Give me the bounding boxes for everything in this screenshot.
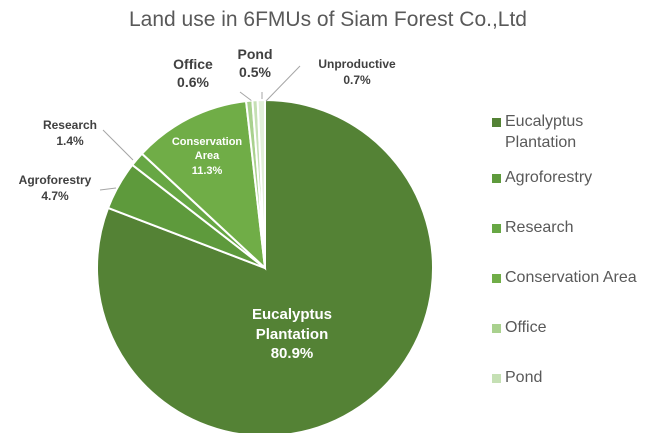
data-label-name: Pond — [237, 46, 273, 62]
legend-item: Pond — [488, 368, 653, 389]
data-label: Agroforestry 4.7% — [5, 173, 105, 204]
data-label-name: Agroforestry — [18, 173, 92, 187]
data-label-value: 0.5% — [239, 64, 271, 81]
legend-swatch — [492, 118, 501, 127]
legend-label: Office — [505, 319, 547, 336]
pie-slice — [256, 98, 266, 269]
data-label: Unproductive 0.7% — [302, 57, 412, 88]
data-label-value: 80.9% — [270, 345, 314, 362]
legend-label: Pond — [505, 369, 543, 386]
legend-swatch — [492, 374, 501, 383]
legend-swatch — [492, 324, 501, 333]
data-label-value: 0.6% — [177, 74, 209, 91]
legend: Eucalyptus Plantation Agroforestry Researc… — [488, 112, 656, 402]
data-label-name: Unproductive — [318, 57, 396, 71]
leader-line — [99, 187, 117, 191]
leader-line — [239, 91, 253, 102]
data-label: Office 0.6% — [163, 55, 223, 91]
chart-title: Land use in 6FMUs of Siam Forest Co.,Ltd — [128, 8, 527, 31]
data-label-name: Research — [42, 118, 98, 132]
leader-line — [102, 129, 134, 161]
data-label: Pond 0.5% — [225, 45, 285, 81]
pie-slice — [140, 99, 267, 271]
data-label-name: Conservation Area — [171, 136, 243, 163]
legend-item: Research — [488, 218, 653, 239]
legend-swatch — [492, 224, 501, 233]
data-label-value: 0.7% — [343, 72, 371, 87]
legend-label: Research — [505, 219, 574, 236]
data-label: Conservation Area 11.3% — [162, 135, 252, 178]
legend-item: Office — [488, 318, 653, 339]
leader-line — [265, 65, 301, 102]
legend-item: Conservation Area — [488, 268, 653, 289]
data-label-value: 11.3% — [191, 164, 223, 177]
data-label-value: 4.7% — [41, 188, 69, 203]
data-label: Eucalyptus Plantation 80.9% — [227, 305, 357, 364]
legend-swatch — [492, 274, 501, 283]
legend-item: Agroforestry — [488, 168, 653, 189]
data-label-name: Eucalyptus Plantation — [251, 306, 333, 343]
legend-label: Eucalyptus Plantation — [505, 113, 584, 151]
pie-slice — [96, 98, 434, 433]
data-label: Research 1.4% — [20, 118, 120, 149]
legend-swatch — [492, 174, 501, 183]
data-label-name: Office — [173, 56, 213, 72]
legend-label: Conservation Area — [505, 269, 637, 286]
legend-item: Eucalyptus Plantation — [488, 112, 653, 154]
data-label-value: 1.4% — [56, 133, 84, 148]
legend-label: Agroforestry — [505, 169, 593, 186]
